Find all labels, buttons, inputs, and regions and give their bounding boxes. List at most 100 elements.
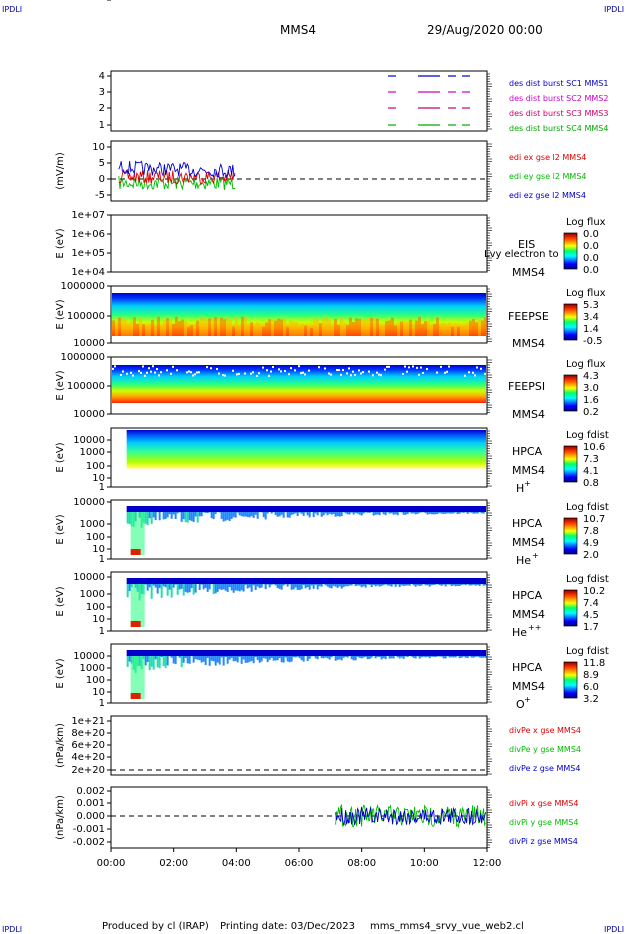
feepse-pixel [433, 323, 436, 336]
hpca-he2-pixel [228, 584, 231, 588]
feepsi-pixel [126, 372, 128, 375]
feepse-pixel [232, 326, 235, 336]
hpca-he2-pixel [464, 584, 467, 586]
hpca-he-pixel [240, 512, 243, 517]
hpca-o-pixel [254, 656, 257, 658]
feepsi-pixel [262, 366, 264, 369]
burst-panel-frame [110, 70, 488, 132]
hpca-he2-pixel [404, 584, 407, 586]
feepse-pixel [172, 324, 175, 336]
feepse-pixel [370, 317, 373, 336]
feepse-pixel [427, 321, 430, 336]
cbar-tick-label: 1.4 [583, 324, 599, 335]
y-tick-label: 1000000 [60, 281, 105, 292]
feepse-pixel [472, 318, 475, 336]
feepsi-pixel [352, 370, 354, 373]
corner-label-bottom-left: IPDLI [2, 925, 22, 934]
corner-label-top-left: IPDLI [2, 5, 22, 14]
feepsi-pixel [484, 372, 486, 375]
hpca-he-pixel [320, 512, 323, 517]
hpca-o-pixel [410, 656, 413, 657]
y-tick-label: 100 [86, 675, 105, 686]
hpca-he2-pixel [286, 584, 289, 587]
y-tick-label: 10 [92, 473, 105, 484]
feepsi-pixel [158, 374, 160, 377]
burst-legend-label: des dist burst SC4 MMS4 [509, 124, 608, 133]
hpca-he2-pixel [172, 584, 175, 588]
cbar-tick-label: -0.5 [583, 336, 603, 347]
feepse-pixel [457, 326, 460, 336]
cbar-tick-label: 7.3 [583, 454, 599, 465]
hpca-he-pixel [294, 512, 297, 514]
hpca-he2-species-label: He [512, 626, 527, 639]
hpca-he-pixel [442, 512, 445, 514]
hpca-he2-pixel [208, 584, 211, 590]
feepsi-pixel [258, 372, 260, 375]
hpca-o-pixel [154, 656, 157, 660]
hpca-he2-pixel [430, 584, 433, 586]
hpca-he2-pixel [158, 584, 161, 589]
hpca-he-pixel [372, 512, 375, 516]
feepsi-pixel [210, 367, 212, 370]
feepse-pixel [481, 320, 484, 336]
hpca-he2-ylabel: E (eV) [55, 586, 66, 616]
hpca-o-pixel [270, 656, 273, 658]
hpca-he2-pixel [412, 584, 415, 586]
hpca-o-pixel [440, 656, 443, 657]
hpca-he-pixel [248, 512, 251, 518]
hpca-he-pixel [170, 512, 173, 519]
hpca-o-pixel [146, 656, 149, 662]
feepse-pixel [142, 324, 145, 336]
y-tick-label: 10 [92, 142, 105, 153]
hpca-o-pixel [172, 656, 175, 664]
hpca-o-pixel [174, 656, 177, 664]
hpca-he-pixel [396, 512, 399, 516]
feepsi-pixel [138, 370, 140, 373]
hpca-o-pixel [400, 656, 403, 658]
hpca-he-pixel [274, 512, 277, 516]
divpe-legend-label: divPe x gse MMS4 [509, 726, 581, 735]
hpca-he2-pixel [394, 584, 397, 587]
hpca-o-pixel [248, 656, 251, 662]
hpca-he2-pixel [408, 584, 411, 586]
feepsi-pixel [304, 373, 306, 376]
hpca-o-ylabel: E (eV) [55, 658, 66, 688]
hpca-o-pixel [460, 656, 463, 658]
feepsi-pixel [402, 373, 404, 376]
feepse-pixel [316, 318, 319, 336]
hpca-he2-pixel [324, 584, 327, 586]
hpca-o-pixel [264, 656, 267, 659]
feepse-pixel [112, 320, 115, 336]
hpca-he-pixel [394, 512, 397, 515]
feepsi-pixel [444, 371, 446, 374]
hpca-he-pixel [262, 512, 265, 518]
feepsi-colorbar [563, 374, 578, 412]
feepse-pixel [484, 317, 487, 336]
hpca-o-pixel [428, 656, 431, 659]
divpe-legend-label: divPe z gse MMS4 [509, 764, 580, 773]
hpca-he2-pixel [216, 584, 219, 592]
hpca-he2-pixel [212, 584, 215, 595]
feepsi-pixel [336, 369, 338, 372]
hpca-o-pixel [370, 656, 373, 658]
feepse-pixel [268, 319, 271, 336]
hpca-he-pixel [410, 512, 413, 514]
feepsi-pixel [384, 368, 386, 371]
feepse-spacecraft-label: MMS4 [512, 337, 545, 350]
hpca-he-pixel [146, 512, 149, 526]
hpca-o-pixel [214, 656, 217, 666]
feepse-colorbar [563, 303, 578, 341]
burst-legend-label: des dist burst SC2 MMS2 [509, 94, 608, 103]
hpca-o-pixel [414, 656, 417, 659]
edi-series-line [118, 175, 236, 191]
feepsi-pixel [406, 370, 408, 373]
hpca-he-pixel [384, 512, 387, 516]
hpca-o-pixel [228, 656, 231, 660]
cbar-tick-label: 0.0 [583, 229, 599, 240]
divpi-panel-ylabel: (nPa/km) [55, 795, 66, 840]
hpca-he2-pixel [304, 584, 307, 589]
feepse-pixel [397, 322, 400, 336]
feepsi-pixel [376, 371, 378, 374]
hpca-o-pixel [284, 656, 287, 658]
feepse-pixel [313, 317, 316, 336]
